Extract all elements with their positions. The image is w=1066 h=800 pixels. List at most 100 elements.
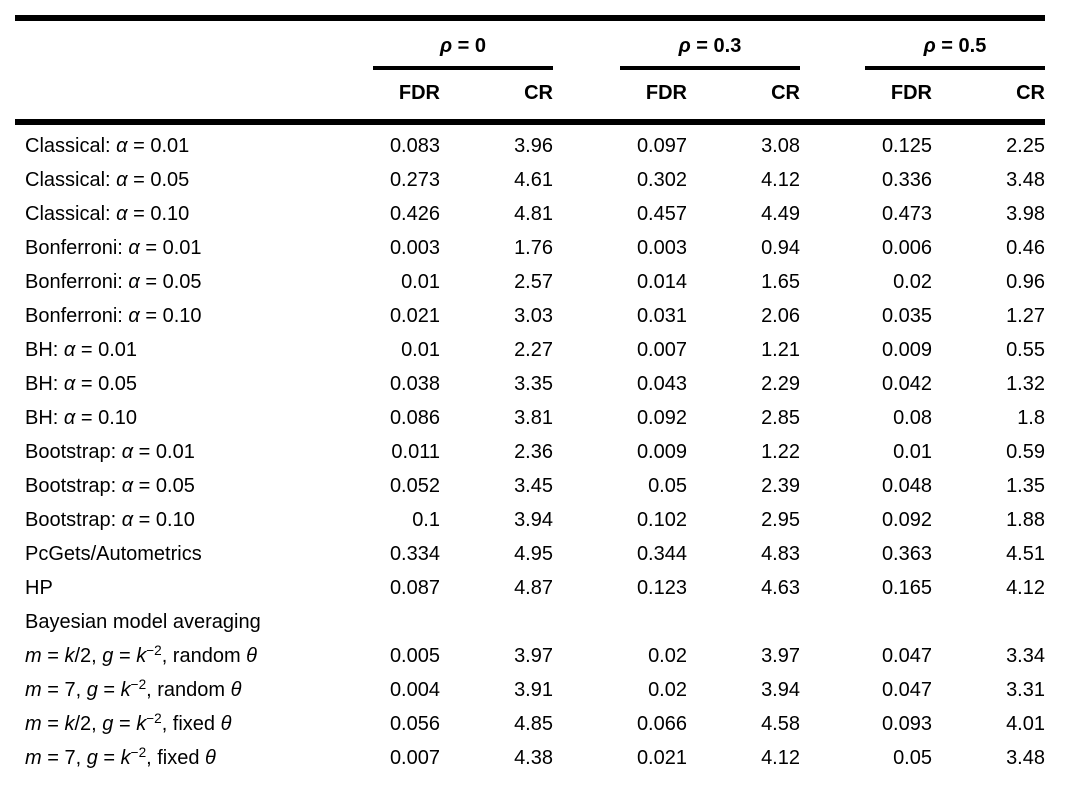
value-cell: 0.01 [401,271,440,293]
row-label: Bonferroni: α = 0.10 [25,305,202,327]
value-cell: 0.02 [648,645,687,667]
row-label: m = k/2, g = k−2, random θ [25,642,258,667]
value-cell: 3.91 [514,679,553,701]
value-cell: 0.087 [389,577,440,599]
value-cell: 0.01 [401,339,440,361]
row-label: m = 7, g = k−2, fixed θ [25,744,216,769]
value-cell: 1.65 [761,271,800,293]
value-cell: 0.1 [412,509,440,531]
value-cell: 0.473 [881,203,932,225]
value-cell: 0.038 [389,373,440,395]
value-cell: 0.009 [881,339,932,361]
value-cell: 0.005 [389,645,440,667]
group-header-row: ρ = 0 ρ = 0.3 ρ = 0.5 [15,15,1045,70]
group-label-rho-0: ρ = 0 [373,21,553,70]
value-cell: 2.27 [514,339,553,361]
table-row: m = 7, g = k−2, fixed θ 0.007 4.38 0.021 4.1… [15,741,1045,775]
table-row: Bootstrap: α = 0.01 0.011 2.36 0.009 1.22 0.0… [15,435,1045,469]
row-label: Classical: α = 0.10 [25,203,190,225]
value-cell: 3.03 [514,305,553,327]
table-row: BH: α = 0.01 0.01 2.27 0.007 1.21 0.009 0.55 [15,333,1045,367]
table-row: Bootstrap: α = 0.10 0.1 3.94 0.102 2.95 0.092… [15,503,1045,537]
table-body: Classical: α = 0.01 0.083 3.96 0.097 3.08 0.1… [15,122,1045,775]
value-cell: 0.097 [636,135,687,157]
value-cell: 2.36 [514,441,553,463]
group-header-rho-05: ρ = 0.5 [800,15,1045,70]
value-cell: 4.85 [514,713,553,735]
value-cell: 4.38 [514,747,553,769]
value-cell: 1.35 [1006,475,1045,497]
row-label: Bootstrap: α = 0.10 [25,509,195,531]
value-cell: 2.06 [761,305,800,327]
table-row: HP 0.087 4.87 0.123 4.63 0.165 4.12 [15,571,1045,605]
row-label: m = 7, g = k−2, random θ [25,676,242,701]
value-cell: 3.96 [514,135,553,157]
value-cell: 0.092 [881,509,932,531]
value-cell: 0.011 [391,441,440,463]
value-cell: 3.31 [1006,679,1045,701]
value-cell: 2.85 [761,407,800,429]
table-row: BH: α = 0.05 0.038 3.35 0.043 2.29 0.042 1.32 [15,367,1045,401]
col-header-fdr-1: FDR [355,70,440,125]
table-row: Bootstrap: α = 0.05 0.052 3.45 0.05 2.39 0.04… [15,469,1045,503]
value-cell: 0.165 [881,577,932,599]
value-cell: 0.426 [389,203,440,225]
value-cell: 2.95 [761,509,800,531]
value-cell: 0.96 [1006,271,1045,293]
value-cell: 0.007 [389,747,440,769]
value-cell: 2.29 [761,373,800,395]
table-row: Bonferroni: α = 0.10 0.021 3.03 0.031 2.06 0.… [15,299,1045,333]
row-label: Classical: α = 0.05 [25,169,190,191]
table-row: Classical: α = 0.01 0.083 3.96 0.097 3.08 0.1… [15,122,1045,163]
row-label: BH: α = 0.10 [25,407,138,429]
value-cell: 0.014 [636,271,687,293]
value-cell: 4.51 [1006,543,1045,565]
value-cell: 3.34 [1006,645,1045,667]
results-table: ρ = 0 ρ = 0.3 ρ = 0.5 FDR CR FDR CR FDR … [15,15,1045,775]
value-cell: 3.48 [1006,169,1045,191]
value-cell: 0.125 [881,135,932,157]
value-cell: 0.035 [881,305,932,327]
value-cell: 3.08 [761,135,800,157]
value-cell: 4.95 [514,543,553,565]
value-cell: 0.021 [389,305,440,327]
value-cell: 0.55 [1006,339,1045,361]
value-cell: 0.05 [893,747,932,769]
value-cell: 3.98 [1006,203,1045,225]
value-cell: 0.08 [893,407,932,429]
value-cell: 0.021 [636,747,687,769]
value-cell [553,605,687,639]
value-cell: 0.093 [881,713,932,735]
value-cell: 2.57 [514,271,553,293]
col-header-fdr-2: FDR [553,70,687,125]
col-header-cr-3: CR [932,70,1045,125]
group-header-rho-0: ρ = 0 [355,15,553,70]
value-cell: 4.83 [761,543,800,565]
section-row: Bayesian model averaging [15,605,1045,639]
value-cell: 0.086 [389,407,440,429]
table-row: Classical: α = 0.10 0.426 4.81 0.457 4.49 0.4… [15,197,1045,231]
table-row: BH: α = 0.10 0.086 3.81 0.092 2.85 0.08 1.8 [15,401,1045,435]
value-cell: 3.48 [1006,747,1045,769]
value-cell: 3.97 [761,645,800,667]
value-cell: 0.302 [636,169,687,191]
table-row: m = k/2, g = k−2, fixed θ 0.056 4.85 0.066 4… [15,707,1045,741]
value-cell: 1.22 [761,441,800,463]
value-cell: 0.363 [881,543,932,565]
value-cell: 0.102 [636,509,687,531]
value-cell: 3.35 [514,373,553,395]
value-cell: 1.88 [1006,509,1045,531]
value-cell: 0.066 [636,713,687,735]
value-cell: 4.87 [514,577,553,599]
table-row: Bonferroni: α = 0.05 0.01 2.57 0.014 1.65 0.0… [15,265,1045,299]
value-cell: 0.031 [636,305,687,327]
value-cell: 4.81 [514,203,553,225]
table-row: Bonferroni: α = 0.01 0.003 1.76 0.003 0.94 0.… [15,231,1045,265]
row-label: HP [25,577,53,599]
value-cell: 0.59 [1006,441,1045,463]
value-cell: 3.81 [514,407,553,429]
value-cell: 0.003 [636,237,687,259]
value-cell: 0.083 [389,135,440,157]
value-cell: 4.12 [761,169,800,191]
value-cell: 4.58 [761,713,800,735]
